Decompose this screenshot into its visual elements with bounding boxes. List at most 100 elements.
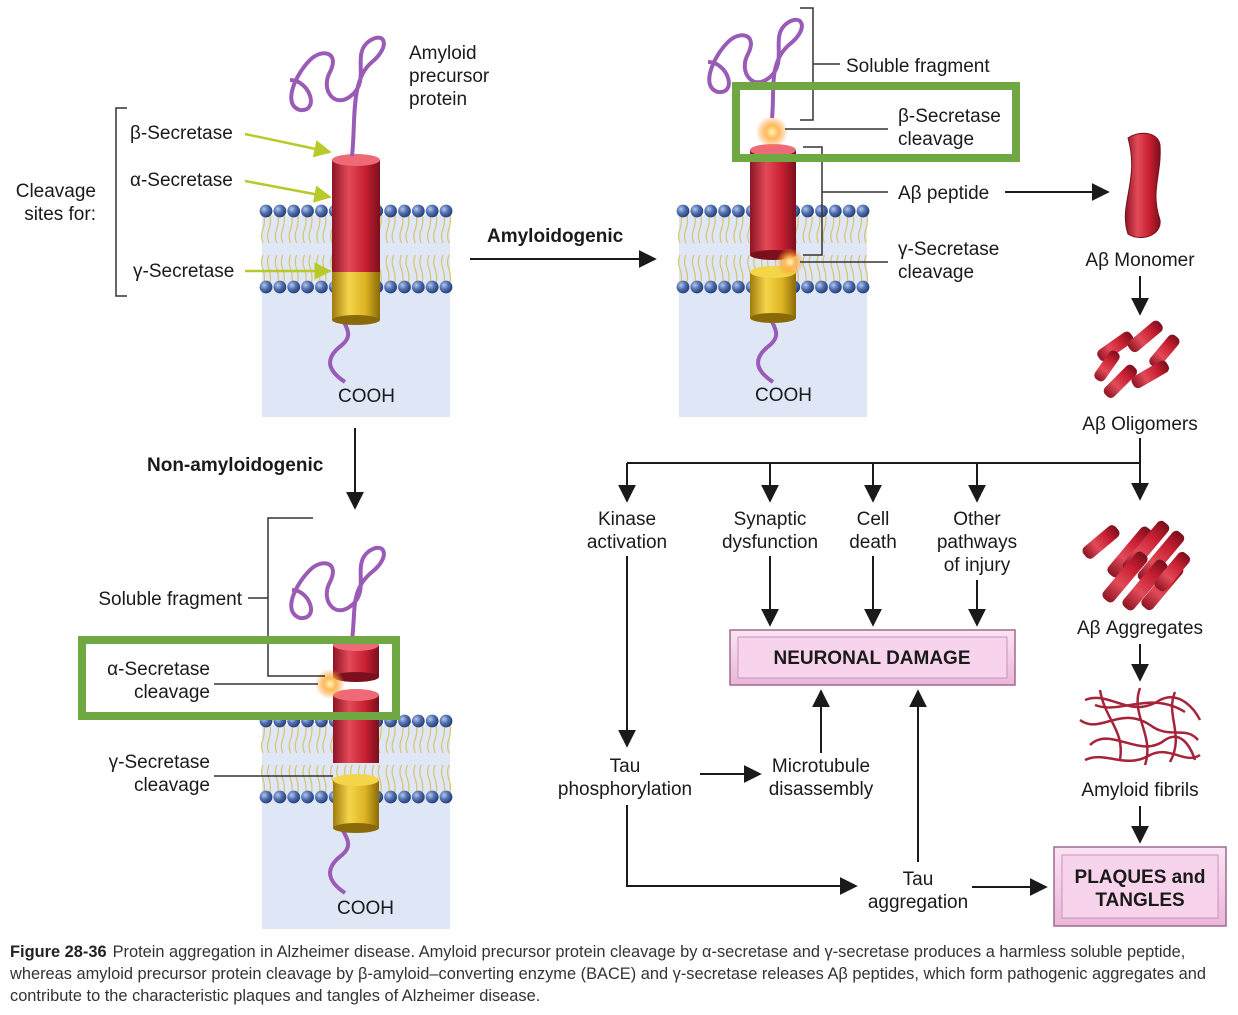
lipid-tail [391, 720, 396, 754]
gold-helix-segment [332, 270, 380, 320]
lipid-head [690, 204, 704, 218]
cell-death-line2: death [849, 532, 897, 553]
abeta-peptide-label: Aβ peptide [898, 183, 989, 204]
lipid-head [273, 280, 287, 294]
lipid-head [731, 280, 745, 294]
lipid-tail [280, 720, 285, 754]
other-line3: of injury [944, 555, 1011, 576]
non-amyloidogenic-panel: Soluble fragment α-Secretase cleavage γ-… [78, 517, 453, 929]
lipid-tail [725, 254, 730, 288]
lipid-tail [836, 254, 841, 288]
soluble-fragment-label: Soluble fragment [846, 56, 990, 77]
lipid-tail [433, 254, 438, 288]
lipid-tail [405, 210, 410, 244]
abeta-monomer-shape [1124, 132, 1161, 238]
lipid-head [384, 204, 398, 218]
lipid-tail [822, 210, 827, 244]
lipid-head [301, 280, 314, 294]
soluble-tail [289, 35, 386, 157]
lipid-head [259, 204, 273, 218]
lipid-tail [419, 254, 424, 288]
lipid-head [731, 204, 745, 218]
lipid-tail [711, 254, 716, 288]
lipid-tail [446, 720, 452, 754]
lipid-tail [446, 254, 452, 288]
lipid-tail [419, 210, 424, 244]
oligomers-cluster [1094, 320, 1180, 399]
lipid-tail [433, 210, 438, 244]
other-line1: Other [953, 509, 1001, 530]
fibrils-label: Amyloid fibrils [1081, 780, 1198, 801]
gamma-cleavage-line2: cleavage [898, 262, 974, 283]
cooh-label: COOH [337, 898, 394, 919]
plaques-line2: TANGLES [1095, 890, 1184, 911]
lipid-tail [433, 720, 438, 754]
lipid-head [273, 790, 287, 804]
lipid-tail [739, 254, 744, 288]
cleavage-bracket [115, 107, 127, 297]
kinase-line2: activation [587, 532, 667, 553]
beta-cleavage-highlight [732, 82, 1020, 162]
lipid-head [704, 280, 718, 294]
lipid-head [425, 204, 439, 218]
lipid-tail [683, 254, 689, 288]
lipid-head [828, 204, 842, 218]
lipid-tail [308, 254, 313, 288]
lipid-head [314, 280, 328, 294]
lipid-head [287, 790, 301, 804]
synaptic-line1: Synaptic [734, 509, 807, 530]
cooh-label: COOH [338, 386, 395, 407]
lipid-tail [446, 764, 452, 798]
abeta-peptide-segment [750, 150, 796, 255]
alpha-cleavage-glow [315, 669, 345, 699]
lipid-tail [280, 764, 285, 798]
alpha-cleavage-highlight [78, 636, 400, 720]
figure-number: Figure 28-36 [10, 943, 107, 961]
effects-flow: Kinase activation Synaptic dysfunction C… [558, 438, 1149, 913]
soluble-bracket [267, 517, 325, 677]
lipid-head [411, 714, 425, 728]
monomer-label: Aβ Monomer [1085, 250, 1195, 271]
beta-cleavage-line1: β-Secretase [898, 106, 1001, 127]
lipid-head [314, 204, 328, 218]
lipid-head [439, 790, 453, 804]
plaques-line1: PLAQUES and [1075, 867, 1206, 888]
lipid-tail [419, 764, 424, 798]
lipid-head [398, 204, 411, 218]
beta-site-arrow [244, 132, 332, 158]
lipid-tail [697, 254, 702, 288]
lipid-head [398, 280, 411, 294]
lipid-tail [683, 210, 689, 244]
lipid-head [273, 204, 287, 218]
helix-top [332, 154, 380, 166]
figure-caption: Figure 28-36 Protein aggregation in Alzhe… [10, 941, 1230, 1007]
lipid-head [801, 280, 815, 294]
caption-text: Protein aggregation in Alzheimer disease… [10, 943, 1206, 1005]
lipid-tail [863, 254, 869, 288]
aggregates-cluster [1082, 520, 1191, 611]
soluble-tail [289, 545, 386, 641]
neuronal-damage-box: NEURONAL DAMAGE [729, 629, 1016, 686]
gamma-cleavage-line1: γ-Secretase [898, 239, 999, 260]
cleavage-sites-line2: sites for: [24, 204, 96, 225]
lipid-tail [808, 210, 813, 244]
beta-cleavage-line2: cleavage [898, 129, 974, 150]
lipid-head [704, 204, 718, 218]
tau-phos-line2: phosphorylation [558, 779, 692, 800]
lipid-head [425, 280, 439, 294]
lipid-head [676, 204, 690, 218]
lipid-head [676, 280, 690, 294]
lipid-tail [308, 764, 313, 798]
amyloidogenic-panel: Soluble fragment β-Secretase cleavage Aβ… [676, 7, 1110, 417]
lipid-head [287, 280, 301, 294]
kinase-line1: Kinase [598, 509, 656, 530]
lipid-head [439, 204, 453, 218]
lipid-tail [405, 764, 410, 798]
neuronal-damage-label: NEURONAL DAMAGE [773, 648, 970, 669]
app-title-line3: protein [409, 89, 467, 110]
lipid-head [828, 280, 842, 294]
app-title-line2: precursor [409, 66, 490, 87]
amyloid-fibrils-tangle [1079, 687, 1202, 766]
soluble-fragment-tail [707, 17, 804, 119]
